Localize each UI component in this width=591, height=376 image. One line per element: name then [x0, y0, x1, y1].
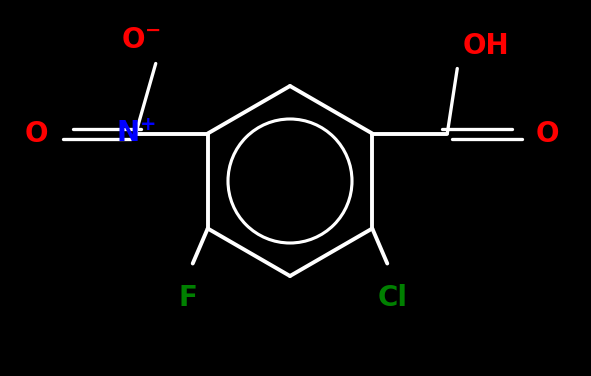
- Text: O: O: [535, 120, 558, 147]
- Text: O: O: [24, 120, 48, 147]
- Text: $\mathregular{O^{-}}$: $\mathregular{O^{-}}$: [121, 26, 161, 53]
- Text: Cl: Cl: [377, 284, 407, 311]
- Text: F: F: [178, 284, 197, 311]
- Text: $\mathregular{N^{+}}$: $\mathregular{N^{+}}$: [116, 120, 155, 147]
- Text: OH: OH: [462, 32, 509, 61]
